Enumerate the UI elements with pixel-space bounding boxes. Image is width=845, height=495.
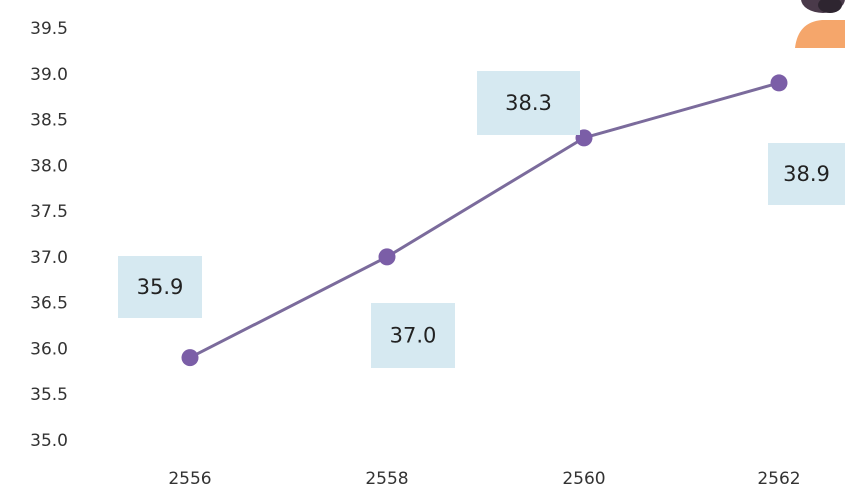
y-tick-label: 37.0 [30,248,68,268]
y-tick-label: 36.0 [30,339,68,359]
data-label-box [768,143,845,205]
y-tick-label: 36.5 [30,294,68,314]
x-tick-label: 2560 [562,469,605,489]
x-tick-label: 2558 [365,469,408,489]
y-tick-label: 35.5 [30,385,68,405]
y-axis-ticks: 35.0 35.5 36.0 36.5 37.0 37.5 38.0 38.5 39.0 39.5 [30,19,68,451]
y-tick-label: 39.5 [30,19,68,39]
y-tick-label: 35.0 [30,431,68,451]
data-label: 37.0 [390,324,437,348]
markers-group [181,74,788,367]
data-label: 38.9 [783,162,830,186]
x-tick-label: 2556 [168,469,211,489]
data-label-box [477,71,580,135]
y-tick-label: 38.0 [30,156,68,176]
y-tick-label: 38.5 [30,111,68,131]
data-point-marker [770,74,788,92]
series-line-group [188,81,781,360]
person-avatar-icon [795,0,845,48]
x-axis-ticks: 2556 2558 2560 2562 [168,469,800,489]
avatar-body-shape [795,20,845,48]
avatar-face-shape [818,0,842,13]
data-point-marker [181,349,199,367]
x-tick-label: 2562 [757,469,800,489]
data-label-box [118,256,202,318]
data-label: 38.3 [505,91,552,115]
y-tick-label: 37.5 [30,202,68,222]
y-tick-label: 39.0 [30,65,68,85]
data-point-marker [378,248,396,266]
data-label-box [371,303,455,368]
series-line [188,81,781,360]
data-labels-group: 35.9 37.0 38.3 38.9 [118,71,845,368]
data-label: 35.9 [137,275,184,299]
